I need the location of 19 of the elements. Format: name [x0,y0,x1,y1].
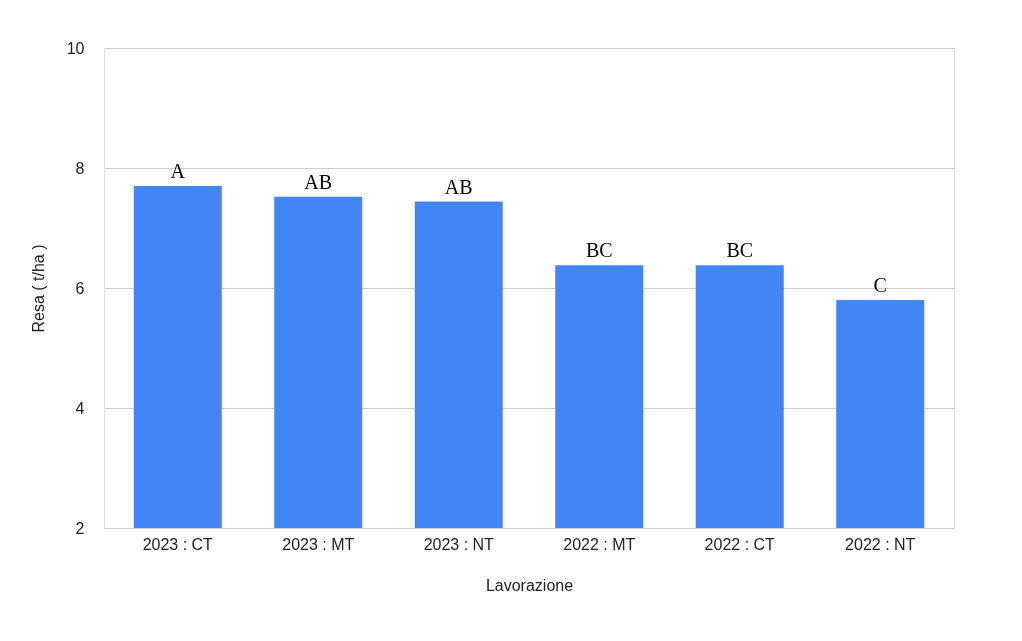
y-tick-label: 2 [75,519,85,537]
y-axis-title: Resa ( t/ha ) [29,244,47,333]
x-tick-label: 2023 : NT [423,535,495,553]
y-tick-label: 8 [75,159,85,177]
y-tick-label: 4 [75,399,85,417]
x-tick-label: 2022 : NT [845,535,916,553]
x-tick-label: 2022 : MT [563,535,636,553]
annotation: AB [304,170,333,193]
annotation: C [873,274,887,296]
annotation: BC [585,239,613,262]
y-tick-label: 6 [75,279,85,297]
annotation: BC [726,239,754,262]
x-tick-label: 2022 : CT [704,535,776,553]
x-tick-label: 2023 : MT [282,535,355,553]
annotation: AB [444,175,473,198]
x-axis-title: Lavorazione [485,576,574,594]
x-tick-label: 2023 : CT [142,535,214,553]
y-tick-label: 10 [66,39,85,57]
annotation: A [170,160,186,182]
